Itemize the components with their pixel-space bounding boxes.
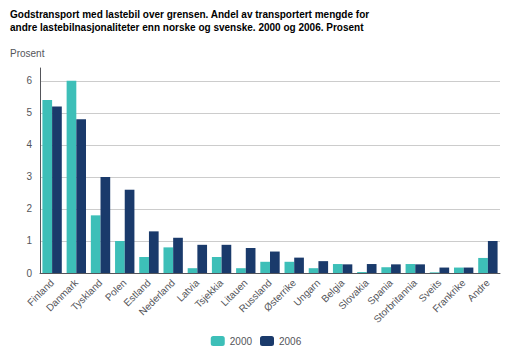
svg-text:Nederland: Nederland bbox=[137, 277, 177, 317]
svg-text:1: 1 bbox=[26, 235, 32, 246]
svg-text:Litauen: Litauen bbox=[218, 277, 250, 309]
svg-text:Østerrike: Østerrike bbox=[262, 277, 299, 314]
svg-text:andre lastebilnasjonaliteter e: andre lastebilnasjonaliteter enn norske … bbox=[10, 22, 364, 33]
svg-text:Belgia: Belgia bbox=[319, 277, 347, 305]
svg-text:2000: 2000 bbox=[230, 336, 253, 347]
svg-text:Russland: Russland bbox=[236, 277, 274, 315]
svg-text:Estland: Estland bbox=[121, 277, 153, 309]
svg-text:Godstransport med lastebil ove: Godstransport med lastebil over grensen.… bbox=[10, 9, 369, 20]
svg-text:Prosent: Prosent bbox=[10, 48, 45, 59]
svg-text:Slovakia: Slovakia bbox=[336, 277, 371, 312]
svg-text:Tyskland: Tyskland bbox=[69, 277, 105, 313]
svg-text:Frankrike: Frankrike bbox=[430, 277, 468, 315]
svg-text:Ungarn: Ungarn bbox=[291, 277, 322, 308]
svg-text:Tsjekkia: Tsjekkia bbox=[193, 277, 226, 310]
svg-text:2: 2 bbox=[26, 203, 32, 214]
svg-text:Latvia: Latvia bbox=[174, 277, 202, 304]
svg-text:Polen: Polen bbox=[102, 277, 129, 303]
svg-text:2006: 2006 bbox=[279, 336, 302, 347]
svg-text:Finland: Finland bbox=[25, 277, 56, 308]
svg-text:4: 4 bbox=[26, 139, 32, 150]
svg-text:Andre: Andre bbox=[465, 277, 492, 304]
svg-text:5: 5 bbox=[26, 107, 32, 118]
svg-text:Spania: Spania bbox=[365, 277, 395, 307]
svg-text:Storbritannia: Storbritannia bbox=[371, 277, 419, 325]
svg-text:0: 0 bbox=[26, 268, 32, 279]
svg-text:Sveits: Sveits bbox=[416, 277, 444, 305]
svg-text:6: 6 bbox=[26, 75, 32, 86]
svg-text:Danmark: Danmark bbox=[43, 277, 81, 314]
svg-text:3: 3 bbox=[26, 171, 32, 182]
